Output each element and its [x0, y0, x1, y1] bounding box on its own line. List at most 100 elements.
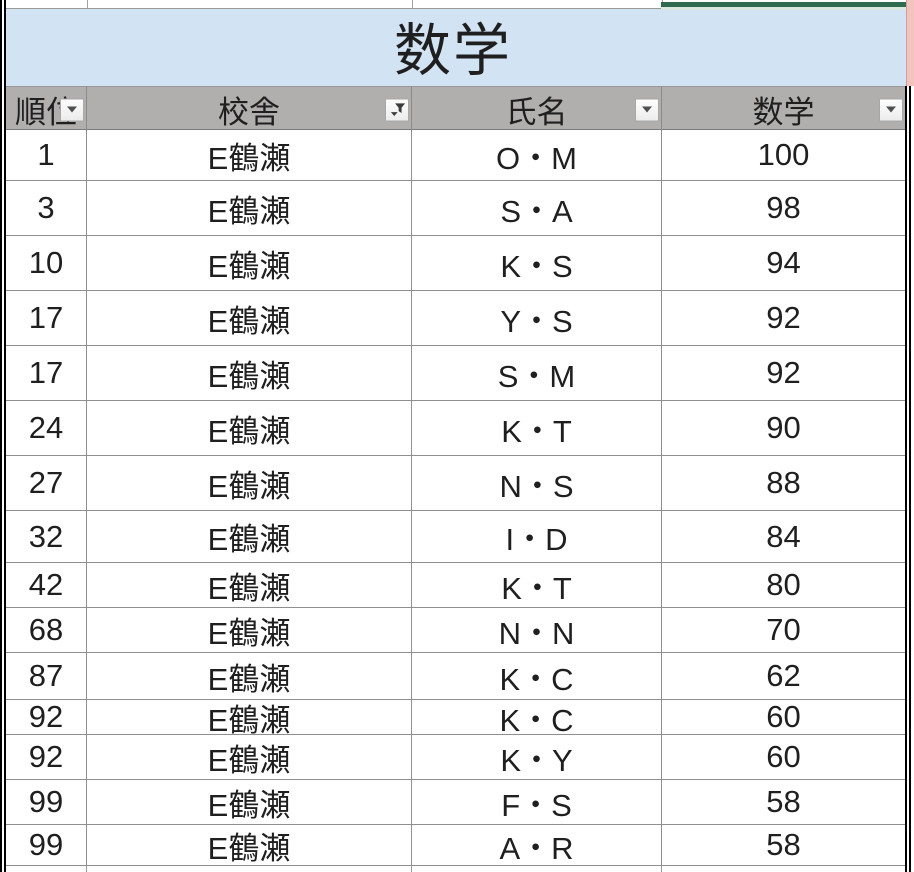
cell-name[interactable]: S・M: [412, 346, 662, 400]
cell-rank[interactable]: 17: [6, 346, 87, 400]
cell-school[interactable]: E鶴瀬: [87, 511, 412, 562]
table-header: 順位 校舎 氏名 数学: [6, 86, 905, 132]
gridline: [6, 866, 87, 872]
cell-score[interactable]: 58: [766, 827, 801, 862]
cell-school[interactable]: E鶴瀬: [87, 346, 412, 400]
cell-school[interactable]: E鶴瀬: [87, 401, 412, 455]
cell-rank[interactable]: 92: [6, 735, 87, 779]
cell-name[interactable]: A・R: [412, 825, 662, 865]
cell-rank[interactable]: 27: [6, 456, 87, 510]
header-cell-school[interactable]: 校舎: [87, 87, 412, 132]
cell-rank[interactable]: 87: [6, 653, 87, 699]
cell-school[interactable]: E鶴瀬: [87, 825, 412, 865]
gridline: [412, 0, 413, 8]
cell-school[interactable]: E鶴瀬: [87, 181, 412, 235]
cell-score[interactable]: 98: [766, 190, 801, 225]
cell-name[interactable]: K・Y: [412, 735, 662, 779]
cell-school[interactable]: E鶴瀬: [87, 780, 412, 824]
table-row: 92 E鶴瀬 K・Y 60: [6, 735, 905, 780]
cell-name[interactable]: K・C: [412, 653, 662, 699]
cell-name[interactable]: K・T: [412, 401, 662, 455]
cell-rank[interactable]: 10: [6, 236, 87, 290]
table-row: 24 E鶴瀬 K・T 90: [6, 401, 905, 456]
cell-score[interactable]: 80: [766, 567, 801, 602]
cell-school[interactable]: E鶴瀬: [87, 735, 412, 779]
score-filter-button[interactable]: [879, 98, 903, 121]
cell-rank[interactable]: 68: [6, 608, 87, 652]
cell-rank[interactable]: 99: [6, 780, 87, 824]
cell-rank[interactable]: 24: [6, 401, 87, 455]
cell-rank[interactable]: 17: [6, 291, 87, 345]
cell-school[interactable]: E鶴瀬: [87, 653, 412, 699]
cell-school[interactable]: E鶴瀬: [87, 608, 412, 652]
table-row: 17 E鶴瀬 S・M 92: [6, 346, 905, 401]
table-row: 87 E鶴瀬 K・C 62: [6, 653, 905, 700]
cell-rank[interactable]: 42: [6, 563, 87, 607]
adjacent-pink-cell: [906, 0, 914, 86]
chevron-down-icon: [67, 106, 77, 113]
funnel-filter-active-icon: [390, 102, 405, 116]
gridline: [87, 866, 412, 872]
sheet-title: 数学: [394, 18, 512, 83]
chevron-down-icon: [886, 106, 896, 113]
gridline: [87, 0, 88, 8]
cell-score[interactable]: 60: [766, 700, 801, 734]
cell-score[interactable]: 92: [766, 300, 801, 335]
cell-name[interactable]: K・C: [412, 700, 662, 734]
cell-name[interactable]: O・M: [412, 130, 662, 180]
cell-name[interactable]: I・D: [412, 511, 662, 562]
cell-name[interactable]: N・S: [412, 456, 662, 510]
header-cell-score[interactable]: 数学: [662, 87, 905, 132]
cell-name[interactable]: Y・S: [412, 291, 662, 345]
cell-score[interactable]: 60: [766, 739, 801, 774]
name-filter-button[interactable]: [635, 98, 659, 121]
table-row: 17 E鶴瀬 Y・S 92: [6, 291, 905, 346]
cell-rank[interactable]: 99: [6, 825, 87, 865]
cell-name[interactable]: N・N: [412, 608, 662, 652]
table-body: 1 E鶴瀬 O・M 100 3 E鶴瀬 S・A 98 10 E鶴瀬 K・S 94…: [6, 130, 905, 866]
gridline: [662, 866, 905, 872]
cell-school[interactable]: E鶴瀬: [87, 563, 412, 607]
cell-score[interactable]: 92: [766, 355, 801, 390]
table-row: 1 E鶴瀬 O・M 100: [6, 130, 905, 181]
cell-score[interactable]: 84: [766, 518, 801, 554]
cell-score[interactable]: 94: [766, 245, 801, 280]
school-filter-button[interactable]: [385, 98, 409, 121]
cell-school[interactable]: E鶴瀬: [87, 236, 412, 290]
cell-school[interactable]: E鶴瀬: [87, 456, 412, 510]
table-row: 3 E鶴瀬 S・A 98: [6, 181, 905, 236]
cell-score[interactable]: 62: [766, 658, 801, 693]
cell-score[interactable]: 90: [766, 410, 801, 445]
table-outer-border-right: [905, 86, 911, 872]
cell-rank[interactable]: 1: [6, 130, 87, 180]
cell-name[interactable]: F・S: [412, 780, 662, 824]
header-cell-name[interactable]: 氏名: [412, 87, 662, 132]
cell-school[interactable]: E鶴瀬: [87, 291, 412, 345]
cell-name[interactable]: S・A: [412, 181, 662, 235]
rank-filter-button[interactable]: [60, 98, 84, 121]
cell-school[interactable]: E鶴瀬: [87, 700, 412, 734]
table-row: 10 E鶴瀬 K・S 94: [6, 236, 905, 291]
table-row: 99 E鶴瀬 A・R 58: [6, 825, 905, 866]
title-cell[interactable]: 数学: [0, 9, 906, 86]
cell-rank[interactable]: 3: [6, 181, 87, 235]
cell-score[interactable]: 100: [757, 137, 810, 172]
table-row: 68 E鶴瀬 N・N 70: [6, 608, 905, 653]
header-label-name: 氏名: [505, 95, 568, 130]
cell-name[interactable]: K・S: [412, 236, 662, 290]
selection-accent-bar: [661, 2, 906, 7]
header-label-score: 数学: [752, 95, 815, 130]
cell-score[interactable]: 58: [766, 784, 801, 819]
header-label-school: 校舎: [218, 95, 280, 130]
table-row: 42 E鶴瀬 K・T 80: [6, 563, 905, 608]
selection-accent-bar-light: [661, 7, 906, 10]
table-row: 32 E鶴瀬 I・D 84: [6, 511, 905, 563]
cell-name[interactable]: K・T: [412, 563, 662, 607]
cell-rank[interactable]: 92: [6, 700, 87, 734]
header-cell-rank[interactable]: 順位: [6, 87, 87, 132]
cell-score[interactable]: 88: [766, 465, 801, 500]
cell-school[interactable]: E鶴瀬: [87, 130, 412, 180]
cell-rank[interactable]: 32: [6, 511, 87, 562]
cell-score[interactable]: 70: [766, 612, 801, 647]
